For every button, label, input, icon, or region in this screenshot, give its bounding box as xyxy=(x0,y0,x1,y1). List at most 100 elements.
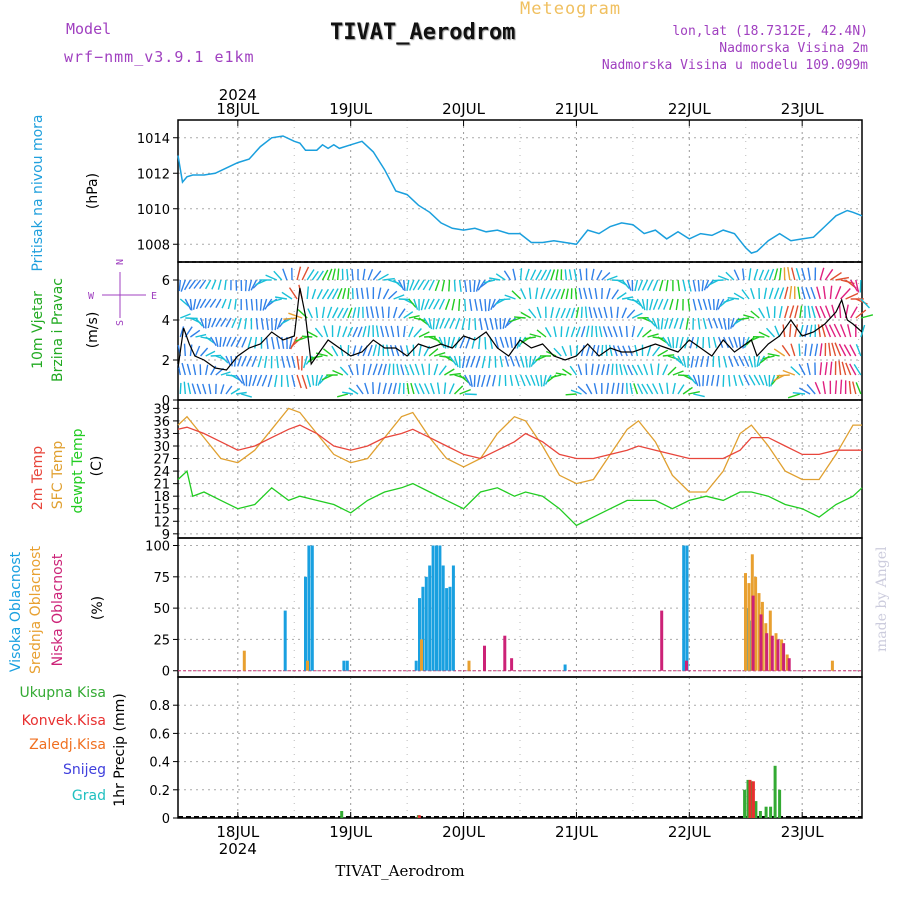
wind-barb xyxy=(737,317,750,321)
y-tick-label: 2 xyxy=(162,354,170,369)
cloud-bar-low xyxy=(660,610,664,671)
wind-barb xyxy=(230,374,241,381)
wind-barb xyxy=(428,348,439,357)
wind-barb xyxy=(499,298,511,301)
y-tick-label: 15 xyxy=(153,503,170,518)
wind-barb xyxy=(241,393,252,398)
wind-barb xyxy=(453,279,456,292)
wind-barb xyxy=(591,363,594,376)
top-year-label: 2024 xyxy=(219,86,257,104)
wind-barb xyxy=(348,387,359,395)
wind-barb xyxy=(528,287,532,300)
wind-barb xyxy=(855,344,862,357)
wind-barb xyxy=(438,336,445,348)
wind-barb xyxy=(757,355,765,367)
wind-barb xyxy=(560,326,563,338)
wind-barb xyxy=(773,287,780,300)
wind-barb xyxy=(262,298,268,311)
wind-barb xyxy=(519,374,526,387)
wind-barb xyxy=(503,270,511,281)
wind-barb xyxy=(687,298,691,311)
wind-barb xyxy=(509,355,515,367)
cloud-bar-high xyxy=(418,598,421,671)
wind-barb xyxy=(208,383,212,395)
wind-barb-field xyxy=(177,266,874,399)
wind-barb xyxy=(718,336,724,349)
wind-barb xyxy=(784,286,789,300)
wind-barb xyxy=(220,355,229,364)
precip-bar-conv xyxy=(748,779,752,818)
wind-barb xyxy=(367,269,374,281)
wind-barb xyxy=(231,317,237,329)
wind-barb xyxy=(646,298,649,311)
wind-barb xyxy=(612,345,618,357)
wind-barb xyxy=(248,279,253,292)
wind-barb xyxy=(570,326,576,338)
wind-barb xyxy=(625,325,628,338)
wind-barb xyxy=(717,275,730,281)
bottom-day-label: 21JUL xyxy=(555,823,598,841)
wind-barb xyxy=(672,370,684,376)
wind-barb xyxy=(215,317,222,328)
y-tick-label: 1010 xyxy=(137,203,170,218)
wind-barb xyxy=(484,336,487,350)
wind-barb xyxy=(247,336,253,349)
wind-barb xyxy=(301,355,303,371)
wind-barb xyxy=(798,387,811,395)
tempsfc-axis-title: SFC Temp xyxy=(50,441,66,510)
y-tick-label: 39 xyxy=(153,402,170,417)
wind-barb xyxy=(799,305,803,319)
wind-barb xyxy=(598,326,603,338)
precip-unit: 1hr Precip (mm) xyxy=(112,693,128,806)
wind-barb xyxy=(641,279,649,291)
cloud-bar-mid xyxy=(467,660,471,671)
wind-barb xyxy=(646,344,652,357)
wind-barb xyxy=(225,317,232,328)
wind-barb xyxy=(479,298,483,312)
wind-barb xyxy=(651,383,659,395)
wind-barb xyxy=(423,317,431,329)
wind-barb xyxy=(332,369,344,376)
wind-barb xyxy=(436,382,440,395)
wind-barb xyxy=(428,317,433,330)
wind-barb xyxy=(488,355,491,369)
wind-barb xyxy=(514,355,521,368)
wind-barb xyxy=(464,374,472,386)
bottom-day-label: 23JUL xyxy=(781,823,824,841)
wind-barb xyxy=(673,317,679,329)
wind-barb xyxy=(848,380,852,395)
wind-barb xyxy=(433,363,439,376)
wind-barb xyxy=(366,287,369,300)
wind-barb xyxy=(596,269,603,281)
wind-barb xyxy=(855,279,860,293)
cloud-bar-high xyxy=(421,586,425,671)
wind-barb xyxy=(718,317,723,330)
wind-axis-title-1: 10m Vjetar xyxy=(30,291,46,369)
wind-barb xyxy=(742,336,745,349)
wind-barb xyxy=(347,307,353,319)
precip-bar-total xyxy=(778,789,782,818)
wind-barb xyxy=(730,317,735,329)
wind-barb xyxy=(398,308,406,319)
wind-barb xyxy=(276,317,283,330)
wind-barb xyxy=(193,279,202,289)
wind-barb xyxy=(220,371,231,376)
wind-barb xyxy=(660,317,664,330)
wind-barb xyxy=(306,374,312,388)
wind-barb xyxy=(781,344,791,357)
wind-axis-title-2: Brzina i Pravac xyxy=(50,278,66,382)
wind-barb xyxy=(461,355,466,369)
wind-barb xyxy=(700,355,705,368)
y-tick-label: 4 xyxy=(162,314,170,329)
series-line-sfc-temp xyxy=(177,407,862,493)
wind-barb xyxy=(829,285,833,300)
wind-barb xyxy=(514,316,526,319)
wind-barb xyxy=(601,364,605,376)
wind-barb xyxy=(799,324,804,338)
wind-barb xyxy=(244,317,247,330)
wind-barb xyxy=(585,383,593,395)
wind-barb xyxy=(606,382,609,395)
wind-barb xyxy=(337,307,344,319)
watermark: made by Angel xyxy=(874,546,890,652)
wind-barb xyxy=(323,325,329,338)
